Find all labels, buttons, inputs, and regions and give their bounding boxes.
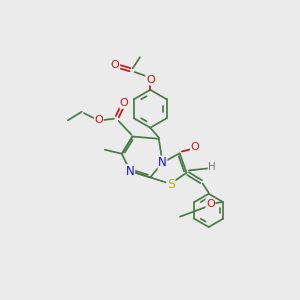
Text: N: N bbox=[126, 165, 135, 178]
Text: O: O bbox=[190, 142, 199, 152]
Text: O: O bbox=[94, 115, 103, 125]
Text: O: O bbox=[146, 75, 155, 85]
Text: O: O bbox=[206, 199, 215, 209]
Text: N: N bbox=[158, 156, 167, 169]
Text: H: H bbox=[208, 161, 216, 172]
Text: O: O bbox=[120, 98, 129, 108]
Text: O: O bbox=[111, 60, 119, 70]
Text: S: S bbox=[167, 178, 175, 191]
